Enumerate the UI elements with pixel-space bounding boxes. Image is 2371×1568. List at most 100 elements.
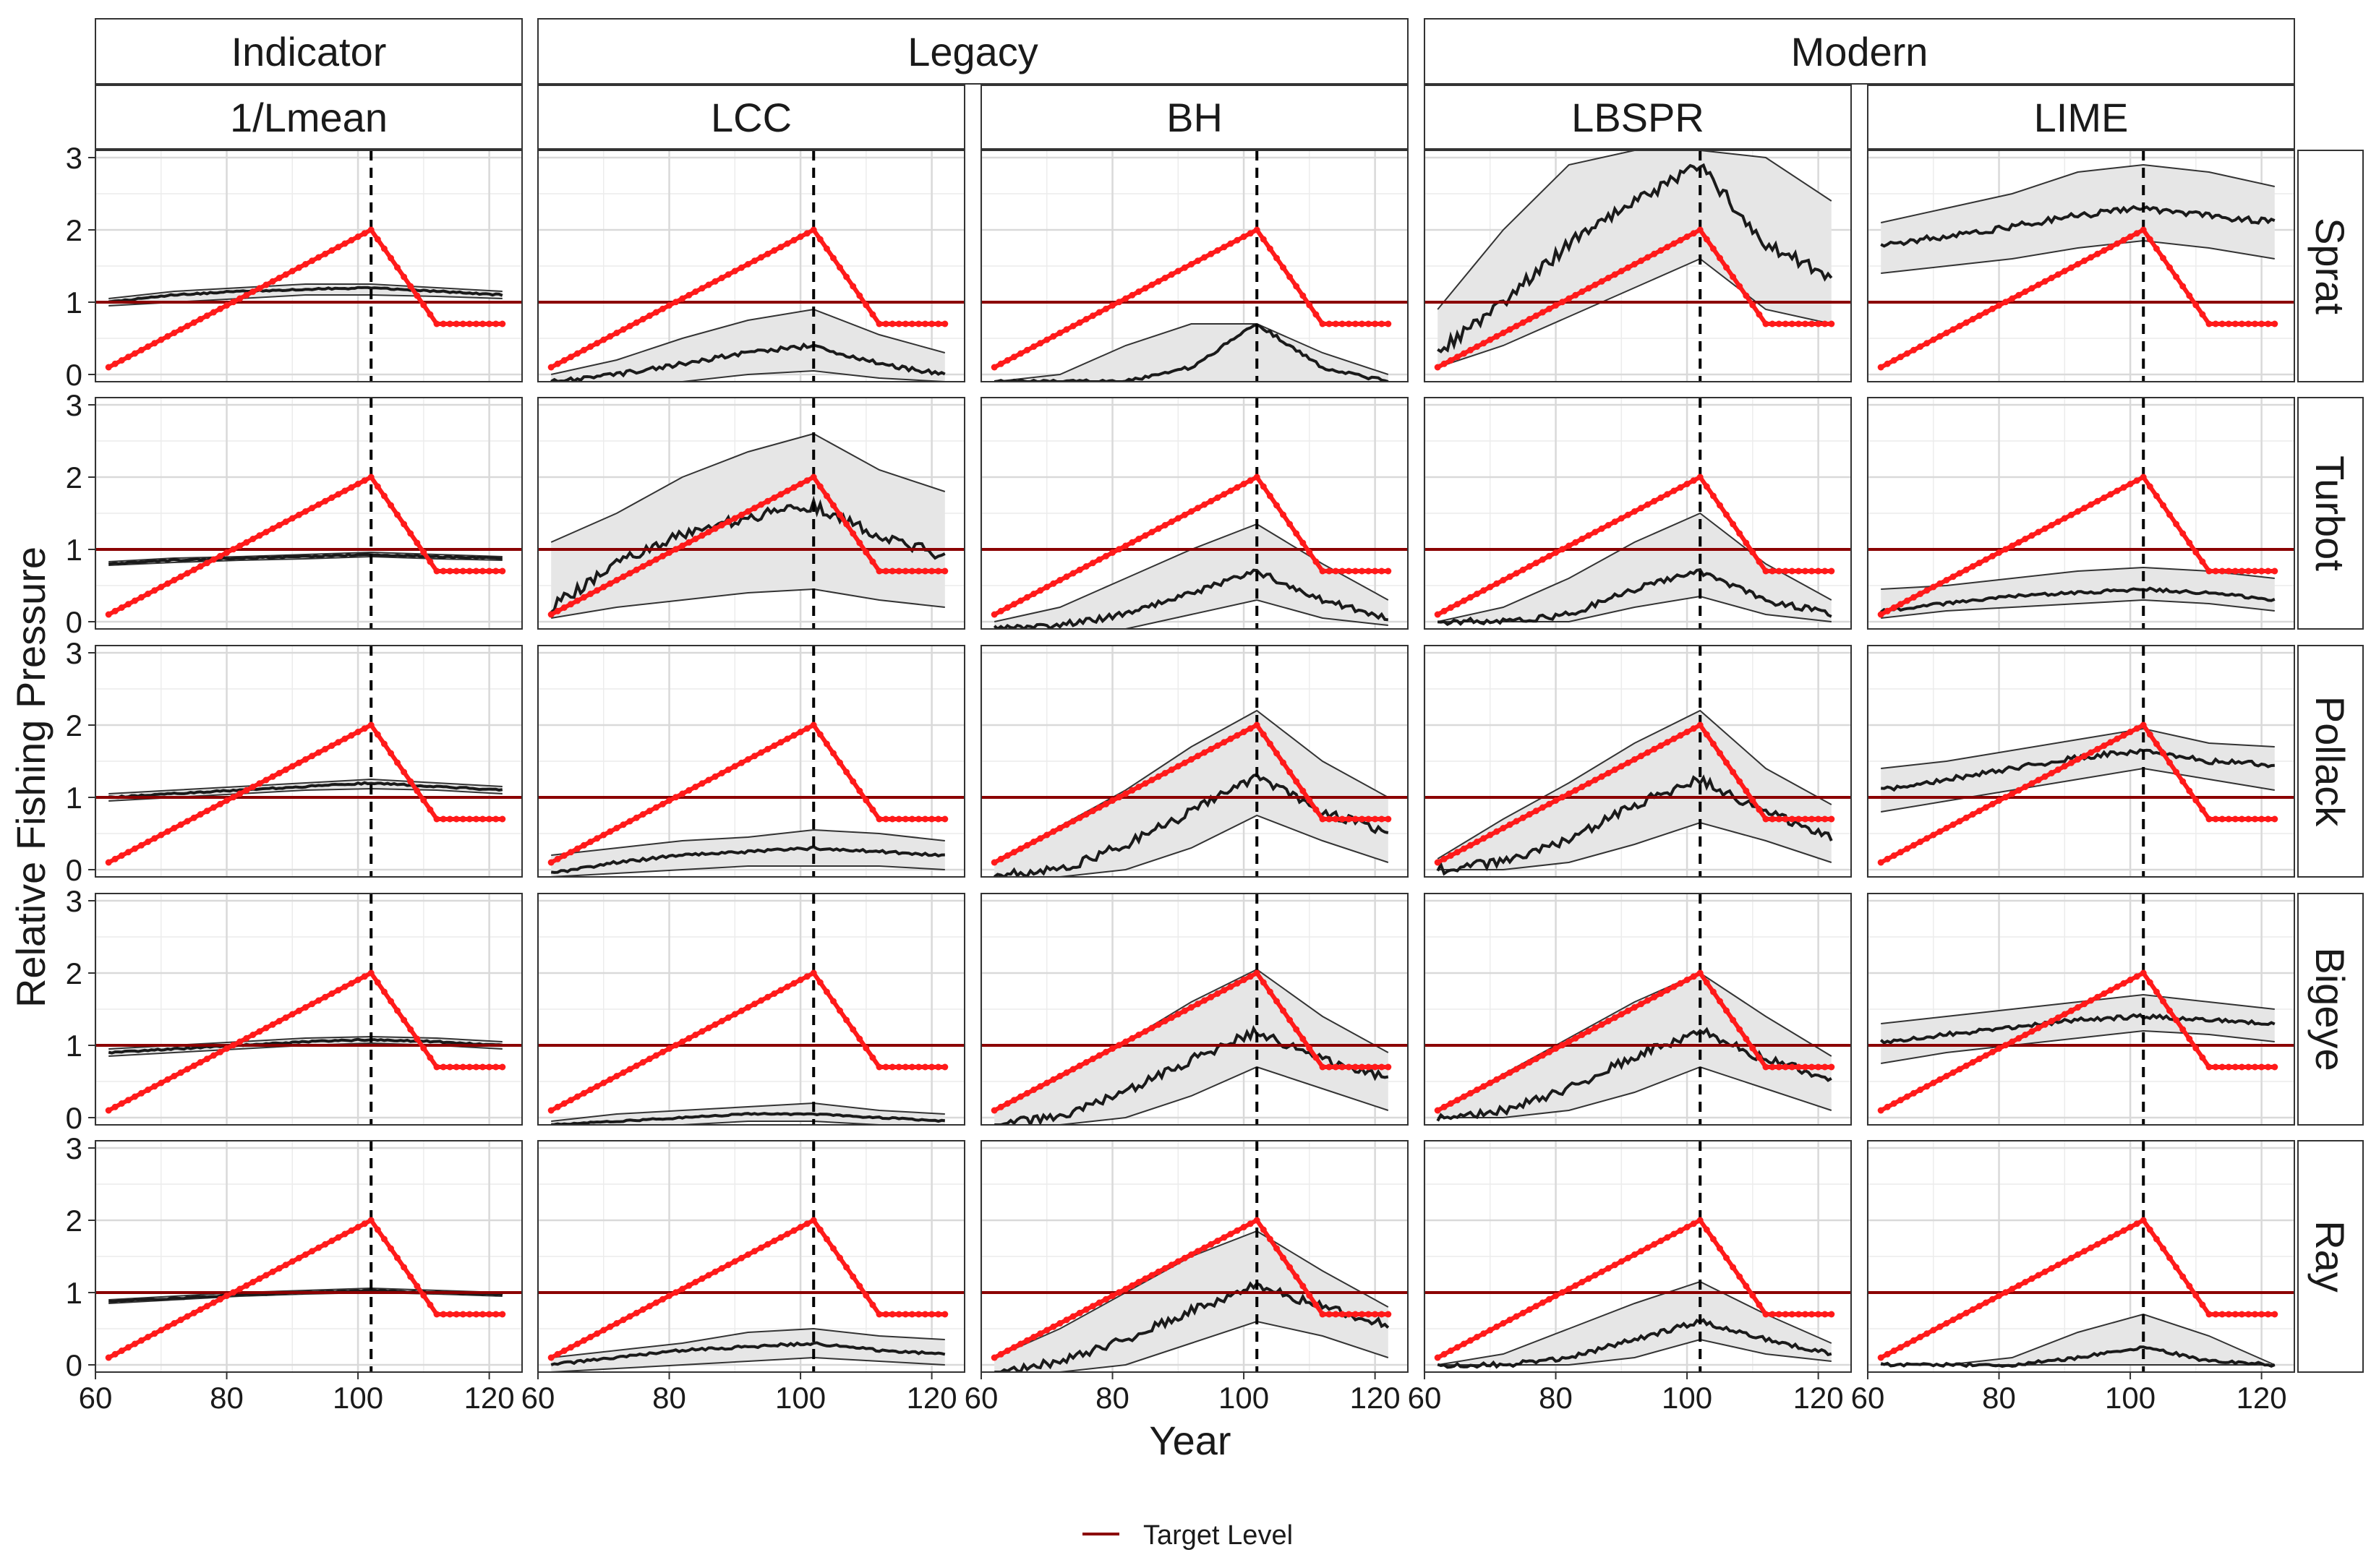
true-pressure-point <box>1815 567 1822 575</box>
true-pressure-point <box>1247 725 1254 732</box>
row-strip-bigeye <box>2297 893 2364 1126</box>
true-pressure-point <box>473 567 479 575</box>
true-pressure-point <box>1657 1238 1665 1244</box>
true-pressure-point <box>1148 1272 1155 1279</box>
true-pressure-point <box>1024 346 1030 354</box>
true-pressure-points <box>1434 474 1835 618</box>
true-pressure-point <box>850 1273 857 1280</box>
true-pressure-point <box>1788 567 1795 575</box>
estimate-upper-bound <box>108 778 503 794</box>
estimate-upper-bound <box>551 828 945 856</box>
true-pressure-point <box>1808 1063 1815 1071</box>
true-pressure-point <box>341 240 349 247</box>
true-pressure-point <box>446 1311 453 1318</box>
true-pressure-point <box>1325 1311 1333 1318</box>
true-pressure-point <box>2081 753 2088 760</box>
true-pressure-point <box>190 319 197 326</box>
true-pressure-point <box>1565 1038 1573 1045</box>
true-pressure-point <box>1447 852 1454 859</box>
group-strip-label: Legacy <box>907 29 1038 74</box>
true-pressure-point <box>731 267 738 275</box>
true-pressure-point <box>1293 283 1300 290</box>
true-pressure-point <box>1578 536 1586 542</box>
true-pressure-point <box>908 1311 915 1318</box>
true-pressure-point <box>2231 320 2239 327</box>
estimate-lower-bound <box>994 814 1389 877</box>
true-pressure-point <box>731 763 738 770</box>
true-pressure-point <box>777 987 785 994</box>
true-pressure-point <box>1703 236 1710 243</box>
true-pressure-point <box>1559 794 1566 801</box>
true-pressure-points <box>547 721 949 866</box>
true-pressure-point <box>1769 815 1776 823</box>
true-pressure-point <box>1500 1073 1507 1079</box>
true-pressure-point <box>1440 360 1448 367</box>
true-pressure-point <box>249 784 257 790</box>
true-pressure-point <box>1474 343 1481 350</box>
true-pressure-point <box>407 530 414 537</box>
true-pressure-points <box>105 474 506 618</box>
true-pressure-point <box>1930 831 1937 839</box>
true-pressure-point <box>2075 756 2081 763</box>
true-pressure-point <box>1325 815 1333 823</box>
estimate-median-line <box>993 773 1389 877</box>
true-pressure-point <box>902 1311 909 1318</box>
true-pressure-point <box>1943 330 1950 336</box>
true-pressure-point <box>699 1028 706 1035</box>
true-pressure-point <box>1975 560 1983 567</box>
true-pressure-point <box>2088 501 2095 508</box>
true-pressure-point <box>1181 1007 1188 1014</box>
true-pressure-point <box>2002 546 2009 553</box>
true-pressure-point <box>2054 271 2062 278</box>
true-pressure-point <box>158 831 165 839</box>
true-pressure-point <box>1227 983 1234 990</box>
estimate-upper-bound <box>1437 150 1832 310</box>
true-pressure-point <box>1506 326 1513 333</box>
true-pressure-point <box>2133 230 2140 237</box>
true-pressure-point <box>440 567 447 575</box>
true-pressure-point <box>1631 261 1638 267</box>
true-pressure-point <box>2199 806 2206 813</box>
true-pressure-point <box>1103 305 1109 312</box>
true-pressure-point <box>1306 1292 1313 1299</box>
true-pressure-point <box>692 536 699 542</box>
panel-border <box>1424 645 1852 878</box>
true-pressure-point <box>915 1063 922 1071</box>
true-pressure-point <box>1506 573 1513 580</box>
true-pressure-point <box>1260 236 1267 243</box>
true-pressure-point <box>1949 326 1957 333</box>
true-pressure-point <box>1969 316 1976 322</box>
true-pressure-point <box>440 320 447 327</box>
true-pressure-point <box>354 481 362 487</box>
true-pressure-point <box>1795 1311 1802 1318</box>
true-pressure-point <box>574 1093 581 1100</box>
true-pressure-point <box>2133 973 2140 980</box>
true-pressure-point <box>1208 1241 1215 1248</box>
true-pressure-point <box>230 299 237 306</box>
true-pressure-point <box>2028 780 2035 787</box>
true-pressure-point <box>2101 494 2108 501</box>
legend-target-level-label: Target Level <box>1143 1520 1293 1551</box>
true-pressure-point <box>1996 549 2002 556</box>
true-pressure-point <box>223 302 230 309</box>
true-pressure-point <box>111 855 119 862</box>
true-pressure-point <box>679 542 686 549</box>
true-pressure-point <box>388 750 394 757</box>
x-tick-label: 60 <box>79 1381 113 1415</box>
true-pressure-point <box>427 311 434 318</box>
true-pressure-point <box>2179 778 2187 785</box>
true-pressure-point <box>1089 1055 1096 1063</box>
estimate-lower-bound <box>1881 599 2275 619</box>
true-pressure-point <box>1372 1311 1379 1318</box>
true-pressure-point <box>2173 1264 2180 1271</box>
true-pressure-point <box>427 806 434 813</box>
true-pressure-point <box>1677 980 1684 987</box>
true-pressure-point <box>2205 1063 2213 1071</box>
true-pressure-point <box>2028 532 2035 539</box>
true-pressure-point <box>1651 1241 1658 1248</box>
true-pressure-point <box>388 254 394 262</box>
true-pressure-point <box>1037 1083 1044 1090</box>
true-pressure-point <box>407 778 414 785</box>
true-pressure-point <box>1565 542 1573 549</box>
true-pressure-point <box>256 780 263 787</box>
